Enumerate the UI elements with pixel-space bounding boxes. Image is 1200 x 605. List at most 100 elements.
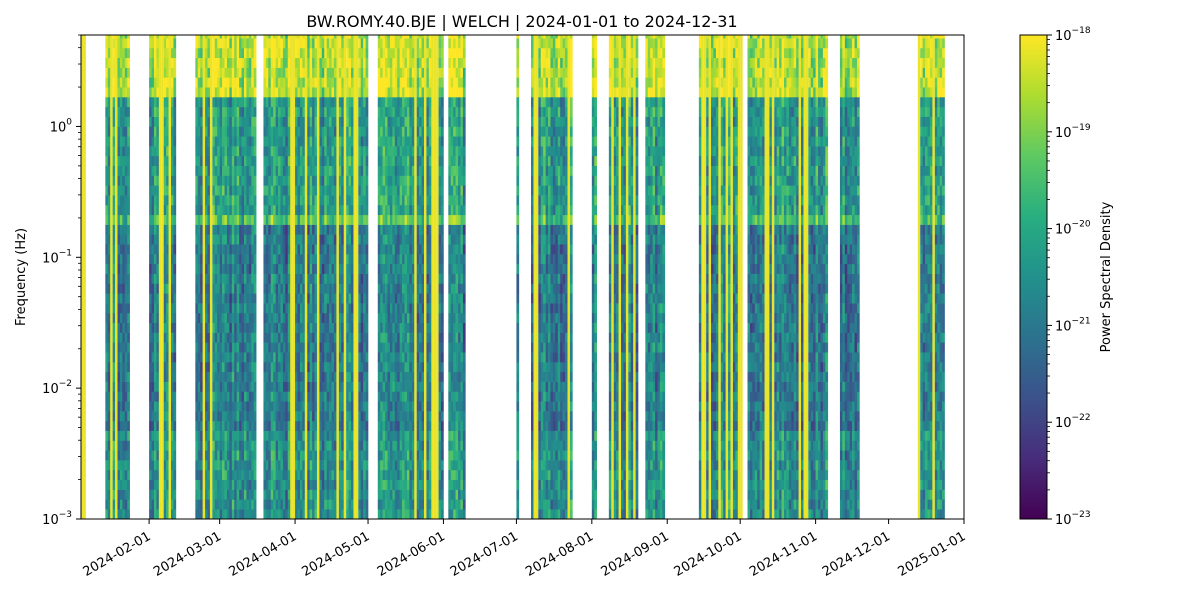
heatmap-cell [326, 116, 330, 127]
heatmap-cell [402, 77, 405, 88]
heatmap-cell [380, 195, 383, 206]
heatmap-cell [380, 440, 383, 451]
heatmap-cell [307, 35, 310, 39]
heatmap-cell [455, 322, 459, 333]
heatmap-cell [229, 195, 233, 206]
heatmap-cell [392, 440, 396, 451]
heatmap-cell [299, 165, 303, 176]
heatmap-cell [207, 57, 211, 68]
heatmap-cell [426, 479, 430, 490]
heatmap-cell [253, 155, 257, 167]
heatmap-cell [348, 401, 352, 412]
heatmap-cell [302, 401, 306, 412]
heatmap-cell [329, 322, 332, 333]
heatmap-cell [399, 47, 403, 59]
heatmap-cell [251, 67, 255, 78]
heatmap-cell [360, 352, 364, 363]
heatmap-cell [419, 146, 422, 157]
heatmap-cell [285, 293, 289, 304]
heatmap-cell [173, 155, 177, 167]
heatmap-cell [205, 35, 208, 39]
heatmap-cell [380, 401, 383, 412]
heatmap-cell [307, 136, 310, 147]
heatmap-cell [297, 38, 301, 49]
heatmap-cell [394, 244, 398, 255]
heatmap-cell [197, 97, 201, 108]
heatmap-cell [341, 371, 345, 382]
heatmap-cell [124, 254, 128, 265]
heatmap-cell [219, 165, 223, 176]
heatmap-cell [312, 420, 315, 431]
heatmap-cell [333, 195, 337, 206]
heatmap-cell [329, 146, 332, 157]
heatmap-cell [363, 312, 366, 324]
heatmap-cell [387, 352, 391, 363]
heatmap-cell [217, 263, 220, 274]
heatmap-cell [399, 460, 403, 471]
heatmap-cell [348, 254, 352, 265]
heatmap-cell [402, 195, 405, 206]
heatmap-cell [263, 116, 267, 127]
heatmap-cell [285, 499, 289, 510]
heatmap-cell [270, 440, 274, 451]
heatmap-cell [380, 411, 383, 422]
heatmap-cell [404, 263, 408, 274]
heatmap-cell [329, 254, 332, 265]
heatmap-cell [282, 254, 286, 265]
heatmap-cell [329, 175, 332, 186]
heatmap-cell [127, 293, 130, 304]
heatmap-cell [377, 57, 381, 68]
heatmap-cell [124, 371, 128, 382]
heatmap-cell [119, 509, 123, 519]
heatmap-cell [243, 263, 247, 274]
heatmap-cell [314, 35, 318, 39]
heatmap-cell [241, 224, 245, 235]
heatmap-cell [197, 391, 201, 402]
heatmap-cell [321, 195, 325, 206]
heatmap-cell [426, 244, 430, 255]
heatmap-cell [156, 332, 160, 343]
heatmap-cell [246, 87, 250, 98]
heatmap-cell [421, 35, 425, 39]
heatmap-cell [382, 440, 386, 451]
heatmap-cell [112, 97, 116, 108]
heatmap-cell [409, 450, 413, 461]
heatmap-cell [399, 126, 403, 137]
heatmap-cell [287, 469, 291, 481]
heatmap-cell [285, 195, 289, 206]
heatmap-cell [265, 254, 269, 265]
heatmap-cell [273, 254, 276, 265]
heatmap-cell [280, 224, 284, 235]
heatmap-cell [195, 38, 199, 49]
heatmap-cell [112, 57, 116, 68]
heatmap-cell [112, 361, 116, 373]
heatmap-cell [426, 155, 430, 167]
heatmap-cell [324, 440, 327, 451]
heatmap-cell [360, 116, 364, 127]
heatmap-cell [358, 371, 362, 382]
heatmap-cell [243, 185, 247, 196]
heatmap-cell [209, 35, 213, 519]
heatmap-cell [346, 381, 349, 392]
heatmap-cell [217, 57, 220, 68]
heatmap-cell [402, 116, 405, 127]
heatmap-cell [299, 47, 303, 59]
heatmap-cell [341, 195, 345, 206]
heatmap-cell [416, 401, 420, 412]
heatmap-cell [280, 244, 284, 255]
heatmap-cell [117, 97, 121, 108]
heatmap-cell [438, 469, 442, 481]
heatmap-cell [197, 420, 201, 431]
heatmap-cell [217, 195, 220, 206]
heatmap-cell [402, 479, 405, 490]
heatmap-cell [226, 499, 230, 510]
heatmap-cell [268, 224, 272, 235]
heatmap-cell [151, 214, 155, 225]
heatmap-cell [212, 342, 216, 353]
heatmap-cell [205, 342, 208, 353]
heatmap-cell [236, 244, 240, 255]
heatmap-cell [119, 283, 123, 294]
heatmap-cell [358, 509, 362, 519]
heatmap-cell [333, 293, 337, 304]
heatmap-cell [363, 332, 366, 343]
